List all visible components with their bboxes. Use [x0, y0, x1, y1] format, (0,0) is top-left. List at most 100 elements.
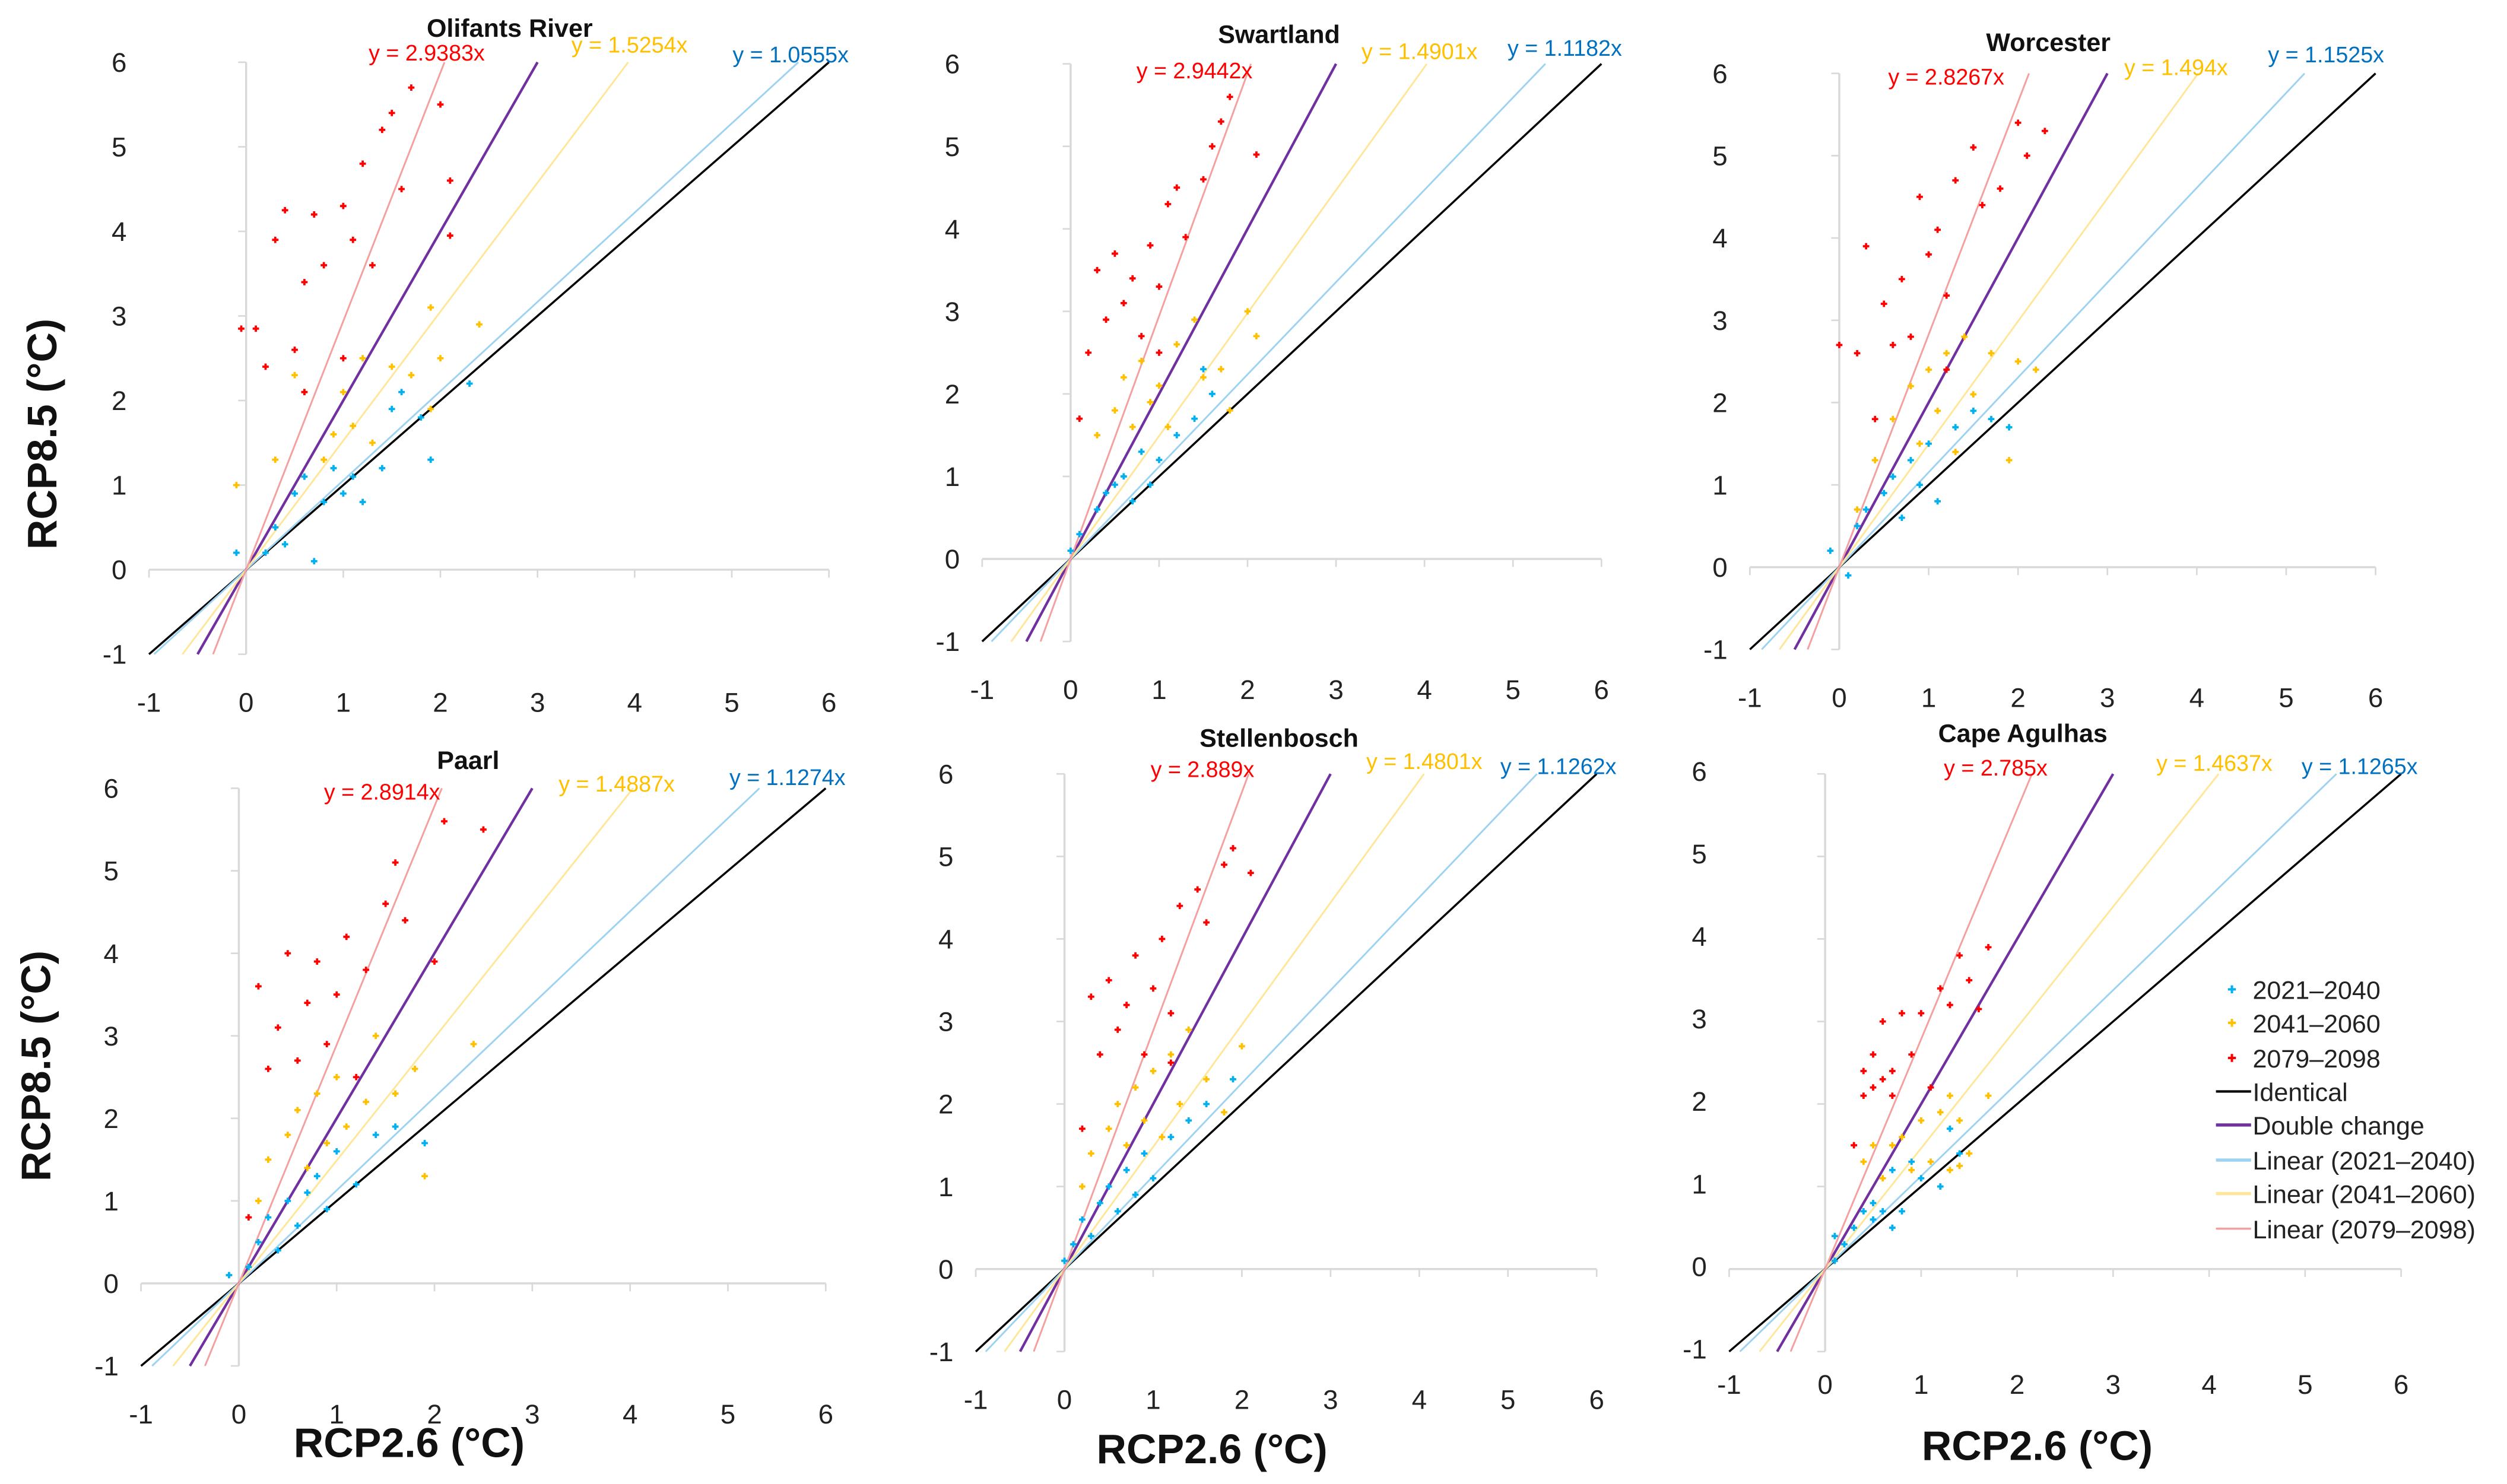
x-tick-label: 3 — [2106, 1369, 2121, 1400]
equation-red: y = 2.9383x — [369, 40, 485, 65]
x-tick-label: 5 — [2297, 1369, 2312, 1400]
point-yellow — [1129, 424, 1136, 430]
point-yellow — [313, 1090, 320, 1097]
point-red — [1226, 93, 1233, 100]
x-axis-title-2: RCP2.6 (°C) — [1096, 1426, 1327, 1472]
point-yellow — [1173, 341, 1180, 348]
y-tick-label: 2 — [938, 1089, 953, 1120]
y-tick-label: 5 — [1712, 141, 1727, 171]
point-blue — [1067, 547, 1074, 554]
y-tick-label: 4 — [938, 924, 953, 955]
point-yellow — [372, 1032, 379, 1040]
point-blue — [1141, 1150, 1148, 1157]
point-red — [1925, 251, 1932, 258]
point-blue — [281, 541, 288, 548]
equation-blue: y = 1.1274x — [729, 765, 846, 790]
point-red — [431, 958, 438, 965]
point-red — [1879, 1018, 1886, 1025]
x-tick-label: 0 — [1063, 675, 1078, 705]
y-tick-label: -1 — [1683, 1334, 1707, 1364]
y-tick-label: 5 — [1692, 839, 1706, 869]
point-blue — [1209, 390, 1216, 398]
point-blue — [1076, 530, 1083, 538]
point-red — [1123, 1002, 1130, 1009]
point-yellow — [1985, 1092, 1992, 1100]
point-red — [1217, 118, 1224, 125]
x-tick-label: 6 — [1594, 675, 1609, 705]
point-blue — [1129, 498, 1136, 505]
point-red — [1132, 952, 1139, 959]
point-yellow — [1988, 349, 1995, 357]
y-tick-label: 1 — [1712, 470, 1727, 500]
x-tick-label: -1 — [964, 1385, 988, 1415]
point-blue — [1132, 1191, 1139, 1198]
point-yellow — [470, 1041, 477, 1047]
point-blue — [1889, 1167, 1896, 1174]
point-yellow — [2014, 358, 2022, 365]
x-tick-label: 6 — [2368, 682, 2383, 713]
point-yellow — [1159, 1133, 1166, 1140]
point-blue — [1862, 506, 1870, 513]
y-tick-label: 4 — [104, 939, 119, 969]
x-tick-label: 4 — [623, 1399, 637, 1429]
y-tick-label: 1 — [1692, 1169, 1706, 1199]
point-blue — [1096, 1200, 1103, 1206]
point-blue — [1138, 448, 1145, 455]
legend-item-linear-2041-2060: Linear (2041–2060) — [2252, 1181, 2475, 1209]
y-tick-label: 2 — [112, 386, 126, 416]
legend-item-double-change: Double change — [2252, 1112, 2424, 1140]
point-red — [301, 279, 308, 285]
double-change-line — [1793, 72, 2109, 650]
equation-red: y = 2.9442x — [1137, 58, 1253, 83]
double-change-line — [1776, 773, 2115, 1352]
point-blue — [1156, 456, 1163, 463]
double-change-line — [1025, 63, 1337, 643]
point-red — [1096, 1051, 1103, 1058]
y-tick-label: -1 — [929, 1337, 954, 1367]
y-tick-label: 4 — [112, 217, 126, 247]
point-yellow — [1860, 1158, 1867, 1165]
point-blue — [1988, 415, 1995, 422]
point-yellow — [1970, 391, 1977, 398]
y-axis-title-bottom: RCP8.5 (°C) — [12, 951, 59, 1181]
point-red — [339, 202, 347, 209]
point-yellow — [343, 1123, 350, 1130]
y-tick-label: 1 — [938, 1172, 953, 1202]
point-red — [350, 236, 357, 243]
point-red — [274, 1024, 281, 1031]
point-blue — [1898, 514, 1905, 522]
point-blue — [255, 1239, 262, 1245]
point-red — [1141, 1051, 1148, 1058]
point-red — [1870, 1051, 1877, 1058]
point-red — [1159, 936, 1166, 942]
x-tick-label: 4 — [1412, 1385, 1427, 1415]
x-tick-label: 5 — [721, 1399, 735, 1429]
point-yellow — [320, 456, 328, 463]
point-blue — [1870, 1216, 1877, 1223]
point-yellow — [1226, 407, 1233, 414]
x-tick-label: 2 — [1235, 1385, 1249, 1415]
linear-fit-yellow — [1778, 72, 2199, 650]
legend-marker — [2227, 1019, 2236, 1027]
equation-red: y = 2.8267x — [1888, 65, 2004, 90]
point-red — [294, 1057, 301, 1064]
linear-fit-blue — [1739, 773, 2337, 1352]
y-tick-label: 1 — [945, 462, 960, 492]
legend-label: Linear (2041–2060) — [2252, 1181, 2475, 1209]
linear-fit-yellow — [1004, 773, 1425, 1352]
point-blue — [301, 473, 308, 480]
point-yellow — [1943, 349, 1950, 357]
point-blue — [1147, 481, 1154, 488]
point-yellow — [294, 1107, 301, 1114]
linear-fit-blue — [985, 773, 1538, 1352]
y-tick-label: 3 — [945, 297, 960, 327]
point-red — [1966, 977, 1973, 984]
point-blue — [388, 405, 395, 412]
point-red — [359, 160, 366, 167]
point-blue — [1889, 473, 1896, 480]
point-red — [1918, 1010, 1925, 1016]
point-yellow — [1889, 415, 1896, 422]
point-blue — [272, 524, 279, 531]
y-tick-label: 0 — [1712, 552, 1727, 583]
point-yellow — [1094, 432, 1100, 438]
